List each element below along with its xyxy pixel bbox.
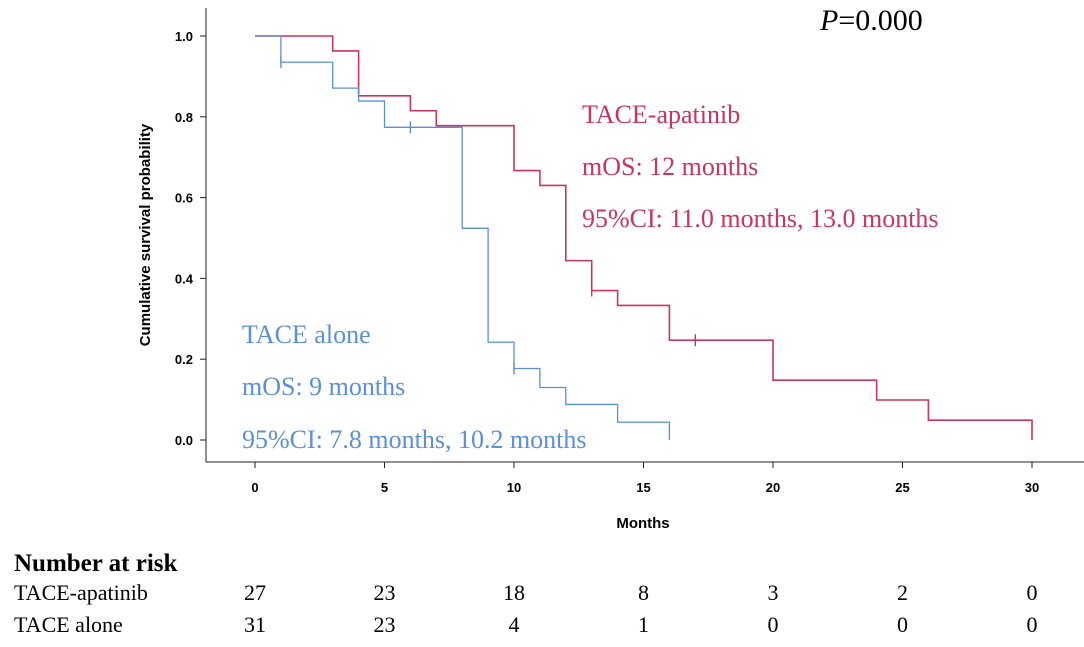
series-line-tace-alone: [255, 35, 671, 440]
alone-annotation-title: TACE alone: [242, 320, 371, 349]
x-tick-label: 5: [381, 480, 388, 495]
alone-annotation: TACE alone mOS: 9 months 95%CI: 7.8 mont…: [242, 320, 587, 454]
y-tick-label: 0.4: [175, 271, 194, 286]
risk-cell: 23: [374, 580, 396, 605]
y-tick-label: 0.8: [175, 110, 193, 125]
p-value-label: P=0.000: [819, 4, 923, 37]
risk-cell: 0: [897, 612, 908, 637]
risk-cell: 27: [244, 580, 266, 605]
risk-cell: 8: [638, 580, 649, 605]
y-axis-ticks: 0.0 0.2 0.4 0.6 0.8 1.0: [175, 29, 206, 448]
risk-cell: 31: [244, 612, 266, 637]
x-axis-ticks: 0 5 10 15 20 25 30: [251, 462, 1039, 495]
y-tick-label: 1.0: [175, 29, 193, 44]
apatinib-annotation-ci: 95%CI: 11.0 months, 13.0 months: [582, 204, 939, 233]
risk-table: TACE-apatinib 27 23 18 8 3 2 0 TACE alone 31 23 4 1 0…: [14, 580, 1038, 637]
y-tick-label: 0.6: [175, 191, 193, 206]
y-tick-label: 0.0: [175, 433, 193, 448]
alone-annotation-mos: mOS: 9 months: [242, 372, 405, 401]
x-tick-label: 10: [507, 480, 521, 495]
x-tick-label: 15: [636, 480, 650, 495]
apatinib-annotation: TACE-apatinib mOS: 12 months 95%CI: 11.0…: [582, 100, 939, 233]
risk-cell: 1: [638, 612, 649, 637]
p-value-number: =0.000: [838, 4, 922, 37]
x-tick-label: 25: [895, 480, 909, 495]
x-tick-label: 0: [251, 480, 258, 495]
x-axis-label: Months: [616, 515, 669, 532]
alone-annotation-ci: 95%CI: 7.8 months, 10.2 months: [242, 425, 587, 454]
y-tick-label: 0.2: [175, 352, 193, 367]
risk-cell: 0: [768, 612, 779, 637]
risk-cell: 2: [897, 580, 908, 605]
series-layer: [255, 35, 1033, 440]
risk-cell: 4: [509, 612, 520, 637]
risk-table-title: Number at risk: [14, 550, 178, 577]
risk-cell: 23: [374, 612, 396, 637]
risk-cell: 3: [768, 580, 779, 605]
apatinib-annotation-title: TACE-apatinib: [582, 100, 740, 129]
p-value-symbol: P: [819, 4, 838, 37]
risk-row-label: TACE-apatinib: [14, 580, 148, 605]
x-tick-label: 30: [1025, 480, 1039, 495]
x-tick-label: 20: [766, 480, 780, 495]
risk-cell: 18: [503, 580, 525, 605]
y-axis-label: Cumulative survival probability: [137, 123, 154, 346]
series-line-tace-apatinib: [255, 35, 1033, 440]
risk-row-label: TACE alone: [14, 612, 123, 637]
risk-cell: 0: [1027, 580, 1038, 605]
risk-cell: 0: [1027, 612, 1038, 637]
apatinib-annotation-mos: mOS: 12 months: [582, 152, 758, 181]
